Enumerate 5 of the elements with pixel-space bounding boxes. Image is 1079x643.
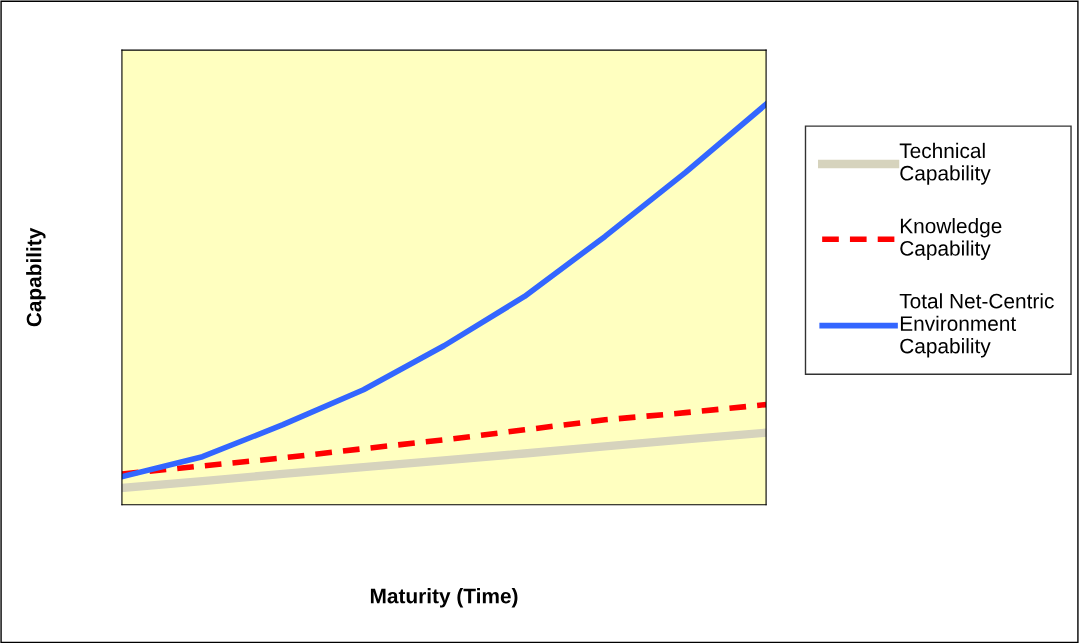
y-axis-title: Capability — [26, 227, 46, 327]
legend-label: Knowledge Capability — [900, 218, 1002, 260]
legend-label: Total Net-Centric Environment Capability — [899, 293, 1054, 358]
x-axis-title: Maturity (Time) — [370, 588, 518, 608]
legend-label: Technical Capability — [899, 142, 991, 185]
